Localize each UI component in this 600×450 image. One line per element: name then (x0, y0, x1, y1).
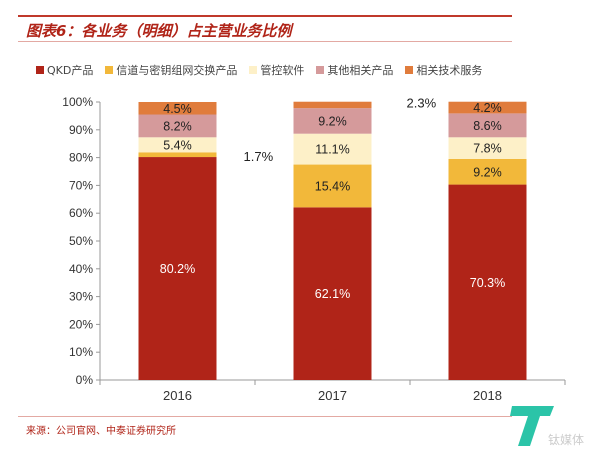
data-label: 5.4% (163, 138, 192, 152)
data-label: 9.2% (473, 165, 502, 179)
data-label: 4.2% (473, 101, 502, 115)
legend-item: 信道与密钥组网交换产品 (105, 62, 237, 78)
y-tick-label: 70% (69, 178, 93, 192)
bar-segment (293, 108, 372, 134)
legend-swatch (249, 66, 258, 74)
bar-segment (448, 184, 527, 380)
data-label: 62.1% (315, 287, 350, 301)
legend-swatch (316, 66, 325, 74)
svg-text:钛媒体: 钛媒体 (548, 432, 584, 447)
data-label: 1.7% (244, 149, 274, 164)
data-label: 4.5% (163, 102, 192, 116)
watermark-logo: 钛媒体 (510, 406, 584, 447)
y-tick-label: 100% (62, 95, 93, 109)
data-label: 7.8% (473, 142, 502, 156)
bar-segment (138, 152, 217, 158)
legend-item: 其他相关产品 (316, 62, 393, 78)
legend-swatch (105, 66, 114, 74)
stacked-bar-chart: 0% 10% 20% 30% 40% 50% 60% 70% 80% 90% 100% 2016 80.… (62, 95, 566, 403)
y-tick-label: 20% (69, 317, 93, 331)
y-tick-label: 10% (69, 345, 93, 359)
y-tick-label: 50% (69, 234, 93, 248)
x-tick-label: 2016 (163, 388, 192, 403)
y-tick-label: 90% (69, 123, 93, 137)
y-tick-label: 30% (69, 290, 93, 304)
bar-segment (138, 114, 217, 138)
bar-segment (293, 207, 372, 380)
data-label: 15.4% (315, 179, 350, 193)
y-tick-label: 80% (69, 151, 93, 165)
legend-label: 相关技术服务 (416, 64, 483, 77)
legend: QKD产品 信道与密钥组网交换产品 管控软件 其他相关产品 相关技术服务 (36, 62, 482, 78)
data-label: 11.1% (315, 143, 350, 157)
data-label: 70.3% (470, 276, 505, 290)
legend-label: 信道与密钥组网交换产品 (116, 64, 238, 77)
bar-segment (448, 137, 527, 159)
bar-segment (293, 133, 372, 165)
bar-segment (138, 102, 217, 115)
legend-label: QKD产品 (47, 64, 94, 77)
data-label: 2.3% (407, 96, 437, 111)
x-tick-label: 2018 (473, 388, 502, 403)
title-rule (18, 41, 512, 42)
bar-segment (448, 101, 527, 114)
x-tick-label: 2017 (318, 388, 347, 403)
legend-item: QKD产品 (36, 62, 93, 78)
bar-segment (448, 158, 527, 185)
legend-item: 管控软件 (249, 62, 304, 78)
bar-segment (293, 101, 372, 109)
y-tick-label: 60% (69, 206, 93, 220)
data-label: 80.2% (160, 262, 195, 276)
legend-label: 其他相关产品 (327, 64, 394, 77)
y-tick-label: 40% (69, 262, 93, 276)
data-label: 8.6% (473, 119, 502, 133)
legend-item: 相关技术服务 (405, 62, 482, 78)
data-label: 9.2% (318, 114, 347, 128)
top-rule (18, 15, 512, 17)
chart-title: 图表6：各业务（明细）占主营业务比例 (26, 22, 292, 40)
bar-segment (138, 137, 217, 153)
y-tick-label: 0% (76, 373, 94, 387)
bar-segment (448, 113, 527, 138)
bar-segment (293, 164, 372, 208)
data-label: 8.2% (163, 119, 192, 133)
source-note: 来源：公司官网、中泰证券研究所 (26, 426, 176, 437)
legend-swatch (36, 66, 44, 74)
legend-swatch (405, 66, 414, 74)
bar-segment (138, 157, 217, 380)
bottom-rule (18, 416, 512, 417)
legend-label: 管控软件 (260, 64, 305, 77)
